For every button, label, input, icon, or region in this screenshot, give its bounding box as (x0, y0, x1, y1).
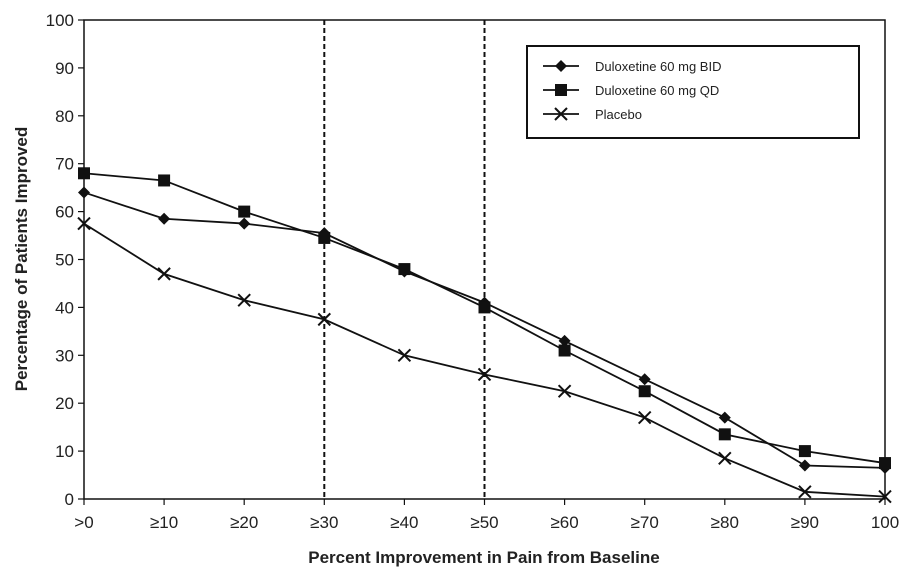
legend-item: Duloxetine 60 mg QD (543, 83, 719, 98)
data-point-square (158, 174, 171, 187)
data-point-x (317, 312, 332, 327)
data-point-x (237, 293, 251, 307)
x-stroke (798, 485, 812, 499)
legend-box (526, 45, 860, 139)
x-stroke (157, 267, 171, 281)
data-point-square (718, 428, 731, 441)
x-stroke (477, 367, 492, 382)
data-point-diamond (718, 411, 731, 424)
x-tick-label: ≥60 (550, 513, 578, 532)
data-point-x (77, 216, 91, 231)
data-point-square (879, 457, 891, 470)
series-line (83, 191, 886, 469)
data-point-x (554, 107, 568, 121)
x-tick-label: ≥50 (470, 513, 498, 532)
y-axis-title: Percentage of Patients Improved (12, 127, 31, 392)
legend-item: Duloxetine 60 mg BID (543, 59, 721, 74)
series-2 (77, 216, 892, 504)
x-tick-label: ≥10 (150, 513, 178, 532)
data-point-square (478, 301, 491, 314)
x-stroke (878, 489, 892, 504)
data-point-x (477, 367, 492, 382)
x-tick-label: ≥80 (711, 513, 739, 532)
data-point-square (798, 445, 811, 458)
data-point-square (638, 385, 651, 398)
x-axis-title: Percent Improvement in Pain from Baselin… (308, 548, 659, 567)
data-point-diamond (558, 334, 571, 347)
y-tick-label: 10 (55, 442, 74, 461)
data-point-diamond (798, 459, 811, 472)
legend-label: Placebo (595, 107, 642, 122)
data-point-x (157, 267, 171, 281)
data-point-diamond (238, 217, 251, 230)
x-stroke (317, 312, 332, 327)
data-point-diamond (158, 212, 171, 225)
legend-label: Duloxetine 60 mg QD (595, 83, 719, 98)
legend-label: Duloxetine 60 mg BID (595, 59, 721, 74)
x-stroke (237, 293, 251, 307)
x-stroke (718, 451, 732, 465)
legend-item: Placebo (543, 107, 642, 122)
data-point-diamond (638, 373, 651, 386)
x-tick-label: ≥90 (791, 513, 819, 532)
y-tick-label: 20 (55, 394, 74, 413)
x-tick-label: ≥20 (230, 513, 258, 532)
data-point-square (78, 167, 90, 180)
x-stroke (557, 384, 572, 398)
data-point-x (397, 348, 412, 363)
series-1 (78, 167, 891, 470)
data-point-x (798, 485, 812, 499)
data-point-square (398, 263, 411, 276)
y-tick-label: 60 (55, 203, 74, 222)
y-tick-label: 0 (65, 490, 74, 509)
y-tick-label: 30 (55, 346, 74, 365)
x-tick-label: ≥70 (631, 513, 659, 532)
x-tick-label: ≥40 (390, 513, 418, 532)
data-point-square (555, 84, 567, 96)
x-stroke (397, 348, 412, 363)
data-point-square (558, 344, 571, 357)
y-tick-label: 70 (55, 155, 74, 174)
y-tick-label: 80 (55, 107, 74, 126)
y-tick-label: 90 (55, 59, 74, 78)
y-tick-label: 50 (55, 251, 74, 270)
y-tick-label: 40 (55, 298, 74, 317)
data-point-diamond (78, 186, 90, 199)
x-stroke (637, 410, 652, 425)
data-point-diamond (555, 60, 567, 72)
x-tick-label: 100 (871, 513, 899, 532)
data-point-x (718, 451, 732, 465)
data-point-square (318, 231, 331, 244)
data-point-square (238, 205, 251, 218)
data-point-x (557, 384, 572, 398)
x-stroke (77, 216, 91, 231)
data-point-x (878, 489, 892, 504)
x-stroke (554, 107, 568, 121)
data-point-x (637, 410, 652, 425)
y-tick-label: 100 (46, 11, 74, 30)
x-tick-label: ≥30 (310, 513, 338, 532)
x-tick-label: >0 (74, 513, 93, 532)
